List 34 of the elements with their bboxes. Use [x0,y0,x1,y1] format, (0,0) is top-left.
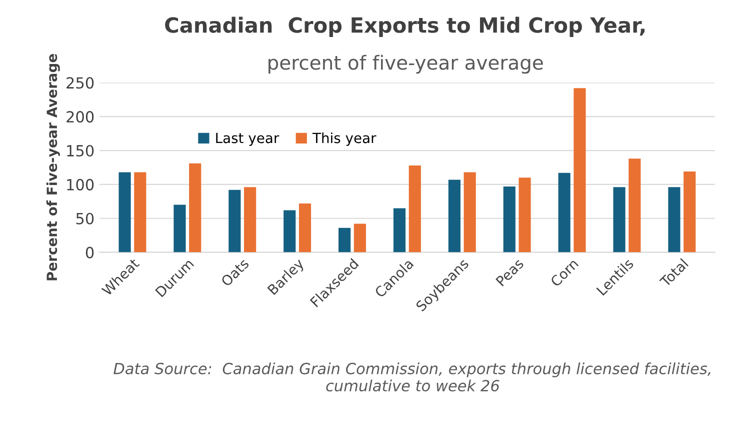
bar [613,187,626,252]
bar [244,187,256,252]
bar [393,208,406,252]
bar [134,172,146,252]
bar [284,210,296,252]
y-axis-title: Percent of Five-year Average [46,54,60,280]
source-note: Data Source: Canadian Grain Commission, exports through licensed facilities, cumulative to week 26 [114,362,710,392]
bar [558,172,570,252]
y-tick-label: 250 [66,77,94,89]
y-tick-label: 0 [86,246,94,258]
y-tick-label: 200 [66,111,94,123]
bar [503,186,516,252]
bar [574,88,586,252]
bar [189,163,202,252]
y-tick-label: 150 [67,144,94,157]
bar [174,204,186,252]
bar [354,224,366,252]
y-tick-label: 100 [67,178,94,190]
legend-label: This year [312,132,376,146]
bar [338,228,351,252]
bar [684,172,696,252]
bar [408,165,421,252]
bar [298,203,312,252]
y-tick-label: 50 [76,212,94,224]
bar [668,187,680,252]
chart-subtitle: percent of five-year average [268,54,543,74]
bar [628,158,641,252]
legend-label: Last year [216,132,280,146]
chart-title: Canadian Crop Exports to Mid Crop Year, [165,16,645,37]
bar [518,178,531,252]
bar [118,172,131,252]
bar [448,180,460,252]
bar [464,172,476,252]
bar [228,190,241,252]
